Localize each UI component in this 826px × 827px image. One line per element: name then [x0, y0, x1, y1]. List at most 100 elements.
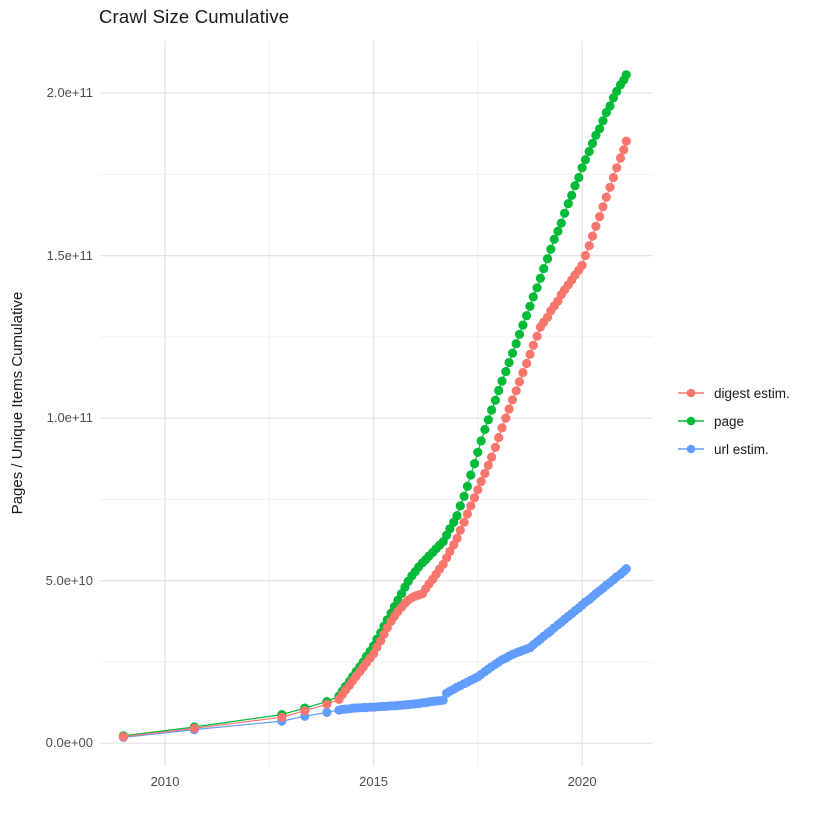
gridlines-minor [100, 41, 653, 766]
legend-key-icon [678, 444, 704, 454]
data-point [462, 509, 472, 519]
data-point [595, 212, 605, 222]
x-tick-label: 2015 [359, 774, 389, 789]
x-tick-label: 2020 [567, 774, 597, 789]
series-page [118, 70, 631, 741]
data-point [608, 172, 619, 183]
data-point [487, 452, 497, 462]
data-point [621, 70, 631, 80]
data-point [476, 476, 486, 487]
data-point [528, 292, 538, 302]
data-point [580, 155, 591, 165]
legend-item-digest: digest estim. [676, 379, 790, 407]
data-point [615, 153, 626, 163]
data-point [497, 423, 507, 433]
legend-label: digest estim. [714, 385, 790, 401]
data-point [322, 707, 332, 718]
data-point [469, 493, 480, 503]
data-point [473, 485, 483, 495]
data-point [518, 368, 528, 378]
data-point [473, 447, 483, 457]
data-point [553, 226, 563, 236]
data-point [455, 525, 465, 535]
data-point [546, 244, 556, 254]
chart-title: Crawl Size Cumulative [99, 6, 290, 27]
data-point [514, 329, 525, 339]
legend: digest estim. page url estim. [676, 379, 790, 463]
data-point [501, 413, 511, 423]
data-point [480, 468, 490, 478]
data-point [525, 349, 535, 359]
data-point [507, 348, 518, 358]
data-point [525, 301, 535, 311]
data-point [563, 199, 573, 209]
data-point [598, 202, 608, 212]
y-tick-label: 1.0e+11 [46, 410, 93, 426]
data-point [518, 320, 528, 330]
data-point [577, 163, 587, 173]
data-point [570, 181, 580, 191]
data-point [277, 712, 287, 722]
data-point [574, 172, 584, 183]
data-point [483, 460, 493, 470]
data-point [532, 331, 542, 341]
legend-key-icon [678, 416, 704, 426]
data-point [504, 404, 514, 414]
data-point [584, 241, 594, 251]
data-point [452, 511, 462, 521]
data-point [490, 442, 500, 452]
y-tick-label: 2.0e+11 [46, 85, 93, 101]
data-point [504, 357, 514, 368]
data-point [514, 377, 525, 387]
data-point [118, 732, 128, 742]
data-point [549, 234, 559, 244]
y-tick-label: 5.0e+10 [45, 572, 93, 588]
data-point [466, 470, 476, 480]
data-point [438, 695, 448, 705]
data-point [567, 190, 577, 200]
data-point [455, 501, 465, 511]
data-point [466, 501, 476, 511]
legend-label: url estim. [714, 441, 769, 457]
legend-label: page [714, 413, 745, 429]
series-digest [118, 136, 631, 742]
data-point [483, 415, 493, 425]
data-point [560, 208, 570, 218]
legend-item-url: url estim. [676, 435, 790, 463]
data-point [522, 311, 532, 321]
data-point [605, 182, 615, 192]
legend-key-icon [678, 388, 704, 398]
data-point [322, 699, 332, 709]
data-point [591, 221, 601, 231]
data-point [601, 192, 611, 202]
y-tick-label: 1.5e+11 [46, 247, 93, 263]
data-point [587, 138, 598, 148]
data-point [539, 264, 549, 274]
data-point [497, 376, 507, 386]
data-point [535, 273, 546, 283]
data-point [621, 136, 631, 146]
data-point [612, 163, 622, 173]
data-point [522, 358, 532, 369]
data-point [528, 340, 538, 350]
data-point [577, 260, 587, 270]
data-point [490, 395, 500, 405]
data-point [462, 481, 472, 491]
data-point [459, 517, 469, 527]
data-point [621, 564, 631, 574]
data-point [532, 283, 542, 293]
data-point [595, 124, 605, 134]
data-point [487, 405, 497, 415]
data-point [587, 231, 598, 241]
legend-item-page: page [676, 407, 790, 435]
data-point [605, 101, 615, 111]
data-point [511, 386, 521, 396]
data-point [580, 251, 591, 261]
data-point [476, 436, 486, 446]
x-tick-label: 2010 [150, 774, 180, 789]
data-point [542, 254, 553, 264]
data-point [480, 424, 490, 435]
data-point [556, 218, 566, 228]
